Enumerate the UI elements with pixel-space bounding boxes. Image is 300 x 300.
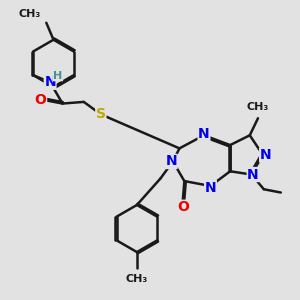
Text: O: O (35, 93, 46, 107)
Text: H: H (53, 71, 63, 81)
Text: N: N (247, 167, 259, 182)
Text: N: N (260, 148, 271, 162)
Text: N: N (205, 181, 216, 195)
Text: N: N (44, 75, 56, 89)
Text: N: N (166, 154, 177, 169)
Text: CH₃: CH₃ (247, 102, 269, 112)
Text: CH₃: CH₃ (18, 9, 40, 19)
Text: N: N (198, 127, 210, 141)
Text: O: O (177, 200, 189, 214)
Text: S: S (96, 107, 106, 121)
Text: CH₃: CH₃ (126, 274, 148, 284)
